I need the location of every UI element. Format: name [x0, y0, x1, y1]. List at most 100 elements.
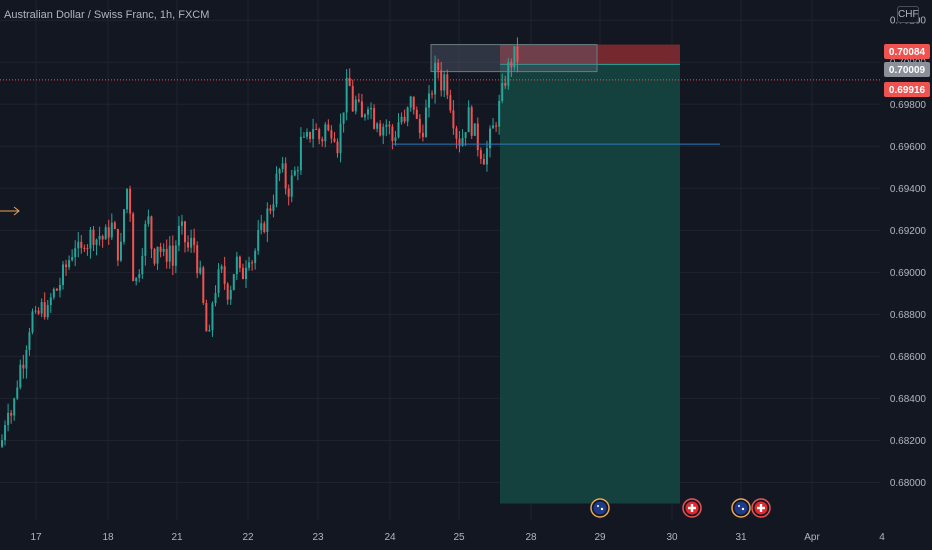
candle-body — [458, 138, 461, 146]
time-tick-label: 21 — [171, 532, 183, 543]
time-axis[interactable]: 17 18 21 22 23 24 25 28 29 30 31 Apr 4 — [30, 532, 885, 543]
candle-body — [74, 248, 77, 258]
arrow-head — [13, 206, 20, 216]
candle-body — [281, 163, 284, 170]
candle-body — [309, 132, 312, 139]
time-tick-label: 31 — [735, 532, 747, 543]
candle-body — [306, 132, 308, 137]
australia-flag-fill — [593, 501, 607, 515]
candle-body — [467, 107, 470, 133]
stop-loss-zone — [500, 44, 680, 65]
candle-body — [327, 124, 330, 131]
candle-body — [190, 237, 193, 248]
position-zones[interactable] — [430, 44, 680, 504]
time-tick-label: 18 — [102, 532, 114, 543]
candle-body — [504, 82, 507, 86]
candle-body — [516, 46, 519, 62]
candle-body — [77, 241, 80, 249]
candle-body — [223, 266, 226, 284]
take-profit-zone — [500, 64, 680, 504]
price-axis[interactable]: 0.702000.700000.698000.696000.694000.692… — [884, 16, 930, 489]
candle-body — [385, 124, 388, 127]
candle-body — [34, 310, 37, 312]
candle-body — [449, 95, 452, 111]
time-tick-label: 29 — [594, 532, 606, 543]
candle-body — [397, 122, 400, 138]
candle-body — [370, 108, 373, 110]
candle-body — [25, 350, 28, 369]
candle-body — [83, 247, 86, 249]
price-label-value: 0.69916 — [889, 85, 926, 96]
candle-body — [235, 256, 238, 275]
candle-body — [241, 267, 244, 280]
candle-body — [171, 245, 174, 266]
candle-body — [485, 148, 488, 165]
candle-body — [162, 248, 165, 252]
time-tick-label: Apr — [804, 532, 820, 543]
candle-body — [89, 229, 92, 249]
candlesticks — [1, 37, 519, 448]
candle-body — [501, 82, 504, 101]
candle-body — [415, 109, 418, 119]
price-tick-label: 0.69800 — [890, 100, 927, 111]
price-label-value: 0.70084 — [889, 47, 926, 58]
candle-body — [382, 126, 385, 136]
candle-body — [257, 230, 260, 251]
price-tick-label: 0.69000 — [890, 268, 927, 279]
candle-body — [254, 250, 257, 264]
candle-body — [461, 137, 464, 146]
switzerland-cross-h — [757, 506, 765, 510]
candle-body — [205, 302, 208, 332]
candle-body — [238, 256, 241, 268]
candle-body — [388, 124, 391, 127]
candle-body — [156, 246, 159, 264]
candle-body — [424, 107, 427, 137]
candle-body — [123, 209, 125, 242]
economic-events[interactable] — [590, 498, 771, 518]
candle-body — [379, 123, 382, 136]
candle-body — [464, 132, 467, 138]
candle-body — [360, 101, 363, 118]
candle-body — [119, 241, 122, 261]
candle-body — [421, 132, 424, 137]
candle-body — [208, 330, 211, 332]
candle-body — [354, 99, 357, 112]
candle-body — [165, 248, 168, 262]
candle-body — [86, 248, 89, 250]
candle-body — [287, 188, 290, 197]
candle-body — [22, 364, 25, 369]
candle-body — [266, 208, 269, 232]
candle-body — [80, 241, 83, 248]
candle-body — [98, 235, 101, 240]
price-label-badge — [884, 44, 930, 59]
candle-body — [126, 188, 129, 210]
candle-body — [443, 74, 446, 91]
candle-body — [263, 223, 266, 232]
currency-badge[interactable]: CHF — [897, 6, 919, 23]
candle-body — [138, 274, 141, 278]
candle-body — [321, 139, 324, 142]
candle-body — [214, 292, 217, 304]
australia-flag-star — [600, 507, 604, 511]
candle-body — [251, 262, 254, 264]
candle-body — [177, 225, 180, 246]
candle-body — [302, 136, 305, 138]
candle-body — [357, 99, 360, 102]
candle-body — [367, 109, 369, 115]
candle-body — [479, 150, 482, 159]
candle-body — [10, 412, 13, 416]
candle-body — [437, 62, 440, 71]
candle-body — [153, 248, 156, 264]
time-tick-label: 30 — [666, 532, 678, 543]
candle-body — [272, 204, 275, 211]
candle-body — [110, 222, 113, 238]
candle-body — [339, 123, 342, 154]
candle-body — [394, 137, 397, 141]
price-tick-label: 0.68200 — [890, 436, 927, 447]
candle-body — [150, 216, 153, 249]
candle-body — [199, 267, 202, 274]
candle-body — [16, 387, 19, 399]
candle-body — [116, 228, 119, 261]
candle-body — [95, 239, 98, 245]
